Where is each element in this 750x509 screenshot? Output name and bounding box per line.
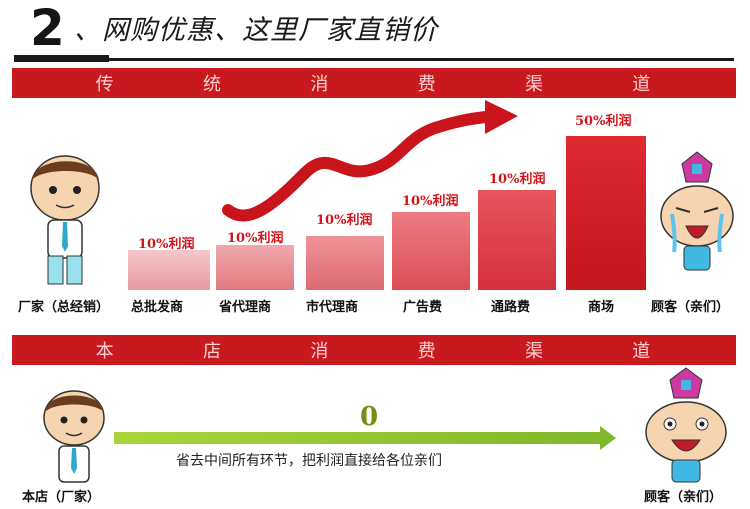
traditional-channel-banner: 传 统 消 费 渠 道 bbox=[12, 68, 736, 98]
page-title: 、网购优惠、这里厂家直销价 bbox=[74, 15, 438, 46]
zero-markup-value: 0 bbox=[360, 402, 379, 432]
percent-label: 50%利润 bbox=[575, 114, 632, 129]
step-label: 省代理商 bbox=[219, 300, 272, 315]
banner-char: 消 bbox=[310, 341, 331, 362]
banner-char: 渠 bbox=[524, 341, 545, 362]
step-label: 厂家（总经销） bbox=[18, 300, 110, 315]
crying-customer-illustration bbox=[660, 151, 734, 271]
percent-label: 10%利润 bbox=[138, 237, 195, 252]
banner-char: 道 bbox=[632, 341, 653, 362]
banner-char: 统 bbox=[202, 74, 223, 95]
percent-label: 10%利润 bbox=[227, 231, 284, 246]
bar-province-agent bbox=[216, 245, 294, 290]
arrow-head-icon bbox=[600, 426, 616, 450]
percent-label: 10%利润 bbox=[489, 172, 546, 187]
banner-char: 本 bbox=[95, 341, 116, 362]
store-label: 本店（厂家） bbox=[22, 490, 101, 505]
banner-char: 消 bbox=[310, 74, 331, 95]
step-label: 市代理商 bbox=[306, 300, 359, 315]
title-underline-accent bbox=[14, 55, 109, 62]
store-boy-illustration bbox=[43, 390, 105, 483]
banner-char: 费 bbox=[417, 74, 438, 95]
step-label: 广告费 bbox=[403, 300, 443, 315]
bar-city-agent bbox=[306, 236, 384, 290]
title-underline bbox=[14, 58, 734, 61]
step-label: 商场 bbox=[588, 300, 615, 315]
rising-arrow-icon bbox=[222, 100, 518, 222]
banner-char: 道 bbox=[632, 74, 653, 95]
bar-advertising bbox=[392, 212, 470, 290]
step-label: 通路费 bbox=[491, 300, 531, 315]
factory-boy-illustration bbox=[30, 155, 100, 285]
percent-label: 10%利润 bbox=[402, 194, 459, 209]
bar-mall bbox=[566, 136, 646, 290]
section-number: 2 bbox=[30, 0, 65, 57]
step-label: 顾客（亲们） bbox=[651, 300, 730, 315]
step-label: 总批发商 bbox=[131, 300, 184, 315]
direct-channel-arrow bbox=[114, 432, 604, 444]
savings-message: 省去中间所有环节，把利润直接给各位亲们 bbox=[176, 453, 442, 469]
happy-customer-illustration bbox=[645, 367, 727, 483]
store-channel-banner: 本 店 消 费 渠 道 bbox=[12, 335, 736, 365]
bar-wholesale bbox=[128, 250, 210, 290]
customer-label: 顾客（亲们） bbox=[644, 490, 723, 505]
percent-label: 10%利润 bbox=[316, 213, 373, 228]
banner-char: 店 bbox=[202, 341, 223, 362]
bar-channel-fee bbox=[478, 190, 556, 290]
banner-char: 传 bbox=[95, 74, 116, 95]
banner-char: 费 bbox=[417, 341, 438, 362]
banner-char: 渠 bbox=[524, 74, 545, 95]
